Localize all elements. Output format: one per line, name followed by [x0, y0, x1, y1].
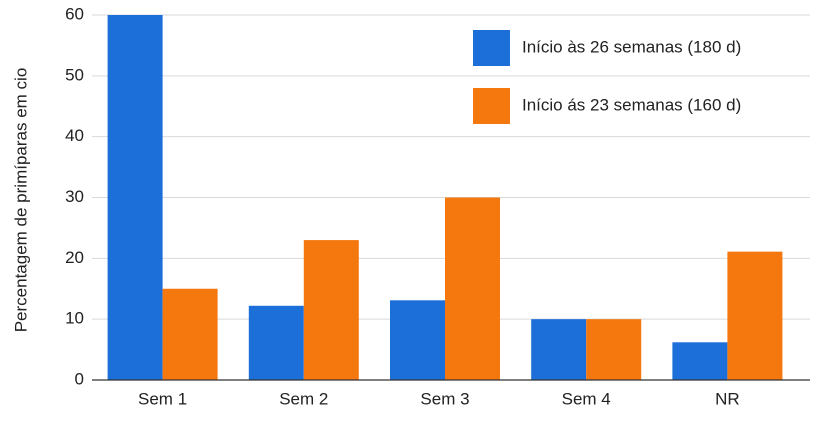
bar — [107, 15, 163, 380]
y-tick-label: 10 — [65, 309, 84, 328]
bar — [162, 288, 218, 380]
y-tick-label: 30 — [65, 187, 84, 206]
bar — [303, 240, 359, 380]
x-tick-label: Sem 3 — [420, 389, 469, 408]
y-tick-label: 0 — [75, 369, 84, 388]
x-tick-label: Sem 4 — [562, 389, 611, 408]
bar — [390, 300, 445, 380]
bar — [672, 342, 728, 380]
legend-swatch — [473, 88, 510, 124]
bar — [445, 197, 500, 380]
x-tick-label: NR — [715, 389, 740, 408]
y-tick-label: 50 — [65, 65, 84, 84]
legend-label: Início ás 23 semanas (160 d) — [522, 95, 741, 114]
bar — [586, 319, 642, 380]
bar — [531, 319, 587, 380]
legend-label: Início às 26 semanas (180 d) — [522, 37, 741, 56]
y-tick-label: 40 — [65, 126, 84, 145]
x-tick-label: Sem 2 — [279, 389, 328, 408]
bar — [727, 251, 783, 380]
x-tick-label: Sem 1 — [138, 389, 187, 408]
legend-swatch — [473, 30, 510, 66]
y-tick-label: 20 — [65, 248, 84, 267]
bar — [248, 305, 304, 380]
y-axis-label: Percentagem de primíparas em cio — [11, 68, 30, 333]
y-tick-label: 60 — [65, 4, 84, 23]
